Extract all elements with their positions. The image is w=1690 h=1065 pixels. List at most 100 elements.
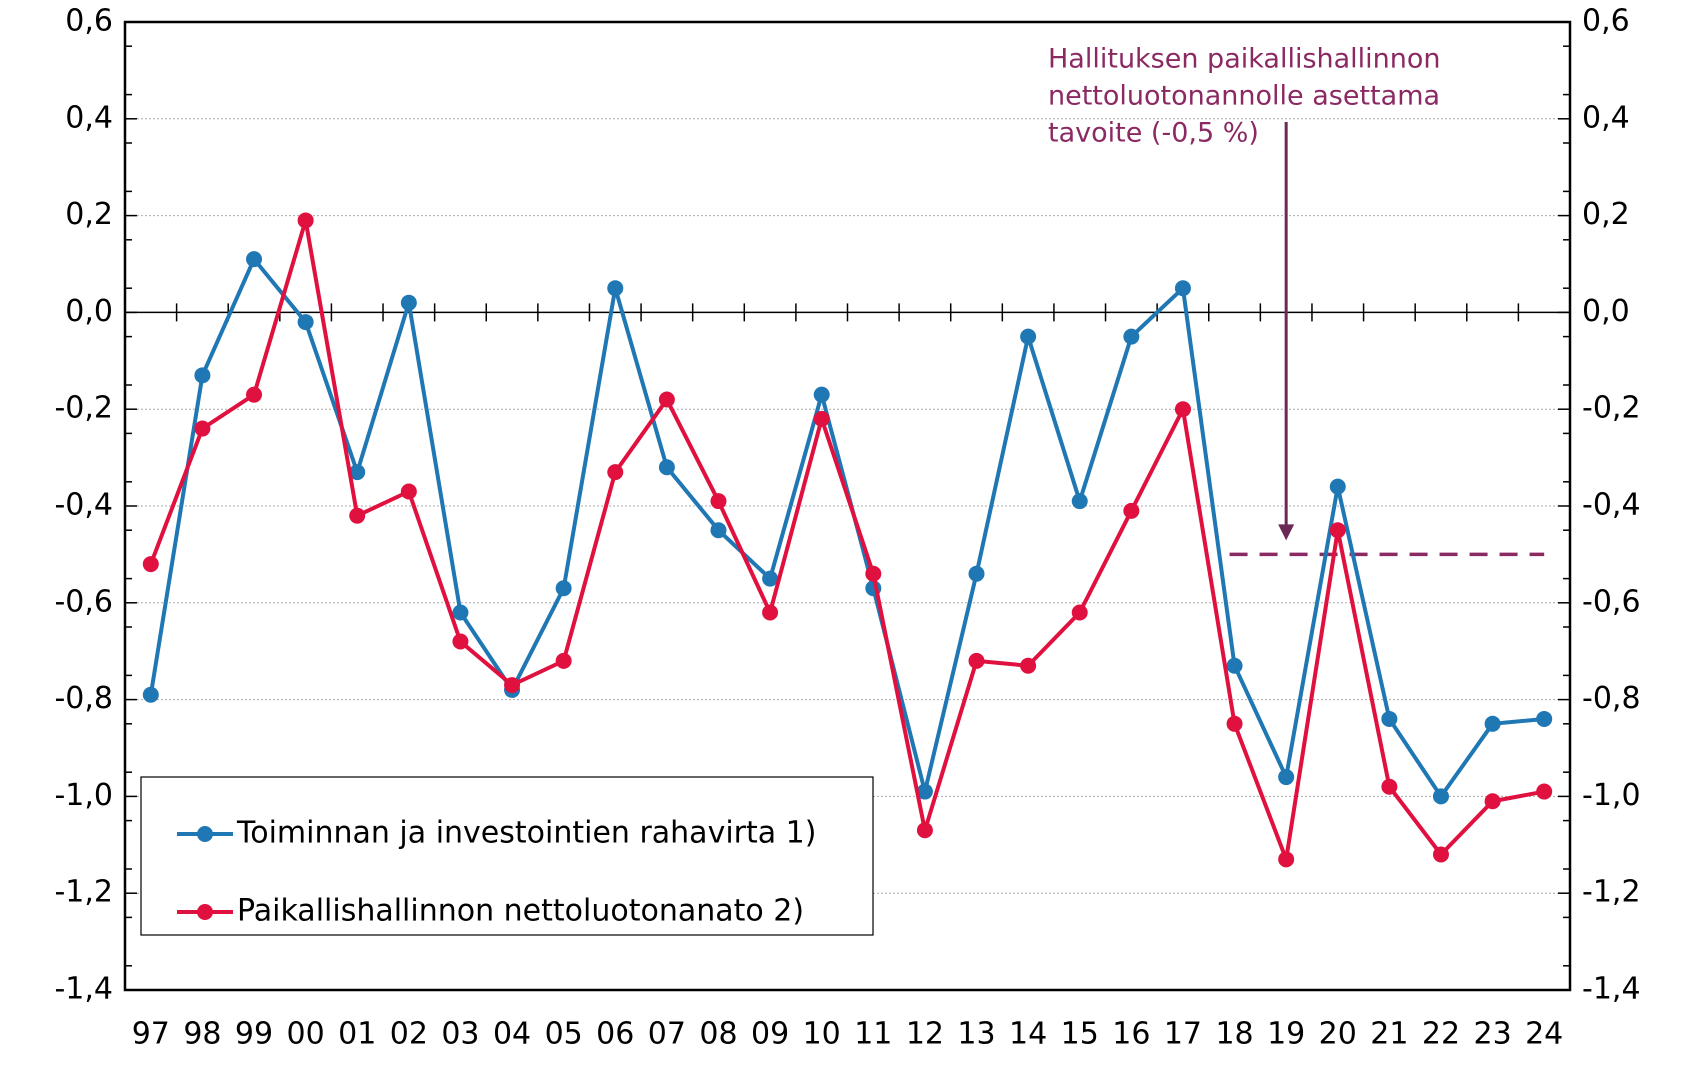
y-tick-label: 0,4 [65, 100, 113, 135]
data-point [607, 280, 624, 297]
data-point [142, 556, 159, 573]
y-tick-label: -1,0 [54, 778, 113, 813]
data-point [1020, 328, 1037, 345]
x-tick-label: 12 [906, 1017, 944, 1052]
data-point [1381, 778, 1398, 795]
data-point [710, 493, 727, 510]
annotation-text: tavoite (-0,5 %) [1048, 118, 1259, 149]
y2-tick-label: -0,2 [1582, 391, 1641, 426]
data-point [1432, 788, 1449, 805]
data-point [452, 604, 469, 621]
data-point [349, 507, 366, 524]
y2-tick-label: -1,0 [1582, 778, 1641, 813]
x-tick-label: 04 [493, 1017, 531, 1052]
data-point [1536, 710, 1553, 727]
data-point [968, 652, 985, 669]
x-tick-label: 16 [1112, 1017, 1150, 1052]
y2-tick-label: -0,4 [1582, 488, 1641, 523]
y-tick-label: 0,2 [65, 197, 113, 232]
data-point [504, 677, 521, 694]
legend-box [140, 776, 874, 936]
y2-tick-label: -1,4 [1582, 972, 1641, 1007]
data-point [1226, 715, 1243, 732]
x-tick-label: 10 [803, 1017, 841, 1052]
data-point [1278, 851, 1295, 868]
x-tick-label: 97 [132, 1017, 170, 1052]
data-point [813, 386, 830, 403]
data-point [865, 565, 882, 582]
data-point [762, 604, 779, 621]
x-tick-label: 09 [751, 1017, 789, 1052]
data-point [246, 251, 263, 268]
data-point [1071, 493, 1088, 510]
x-tick-label: 20 [1319, 1017, 1357, 1052]
data-point [1123, 328, 1140, 345]
y2-tick-label: 0,4 [1582, 100, 1630, 135]
annotation-text: nettoluotonannolle asettama [1048, 81, 1440, 112]
data-point [1278, 769, 1295, 786]
data-point [710, 522, 727, 539]
x-tick-label: 18 [1215, 1017, 1253, 1052]
legend-marker [197, 826, 213, 842]
annotation-text: Hallituksen paikallishallinnon [1048, 44, 1441, 75]
data-point [142, 686, 159, 703]
data-point [1432, 846, 1449, 863]
data-point [555, 580, 572, 597]
y2-tick-label: 0,6 [1582, 4, 1630, 39]
data-point [1123, 502, 1140, 519]
data-point [1071, 604, 1088, 621]
x-tick-label: 23 [1473, 1017, 1511, 1052]
data-point [400, 294, 417, 311]
data-point [246, 386, 263, 403]
series-line [148, 219, 1545, 868]
data-point [400, 483, 417, 500]
data-point [1226, 657, 1243, 674]
y2-tick-label: 0,2 [1582, 197, 1630, 232]
x-tick-label: 99 [235, 1017, 273, 1052]
x-tick-label: 05 [545, 1017, 583, 1052]
y-tick-label: 0,6 [65, 4, 113, 39]
x-tick-label: 19 [1267, 1017, 1305, 1052]
data-point [1174, 280, 1191, 297]
x-tick-label: 02 [390, 1017, 428, 1052]
y2-tick-label: -0,6 [1582, 584, 1641, 619]
y-tick-label: -0,8 [54, 681, 113, 716]
data-point [916, 822, 933, 839]
legend-label: Toiminnan ja investointien rahavirta 1) [236, 816, 816, 851]
x-tick-label: 07 [648, 1017, 686, 1052]
data-point [194, 420, 211, 437]
y2-tick-label: -0,8 [1582, 681, 1641, 716]
x-tick-label: 03 [441, 1017, 479, 1052]
y-tick-label: -1,2 [54, 875, 113, 910]
data-point [452, 633, 469, 650]
x-tick-label: 22 [1422, 1017, 1460, 1052]
y2-tick-label: 0,0 [1582, 294, 1630, 329]
x-tick-label: 15 [1061, 1017, 1099, 1052]
x-tick-label: 08 [699, 1017, 737, 1052]
data-point [297, 212, 314, 229]
data-point [1381, 710, 1398, 727]
x-tick-label: 21 [1370, 1017, 1408, 1052]
y-tick-label: -1,4 [54, 972, 113, 1007]
legend-marker [197, 904, 213, 920]
data-point [968, 565, 985, 582]
x-tick-label: 14 [1009, 1017, 1047, 1052]
data-point [349, 464, 366, 481]
data-point [1329, 522, 1346, 539]
data-point [1484, 793, 1501, 810]
plot-frame [123, 20, 1572, 992]
x-tick-label: 98 [183, 1017, 221, 1052]
data-point [555, 652, 572, 669]
data-point [762, 570, 779, 587]
x-tick-label: 06 [596, 1017, 634, 1052]
data-point [658, 391, 675, 408]
x-tick-label: 24 [1525, 1017, 1563, 1052]
x-tick-label: 13 [957, 1017, 995, 1052]
data-point [1020, 657, 1037, 674]
data-point [813, 410, 830, 427]
x-tick-label: 01 [338, 1017, 376, 1052]
x-tick-label: 11 [854, 1017, 892, 1052]
y2-tick-label: -1,2 [1582, 875, 1641, 910]
x-tick-label: 00 [287, 1017, 325, 1052]
data-point [916, 783, 933, 800]
